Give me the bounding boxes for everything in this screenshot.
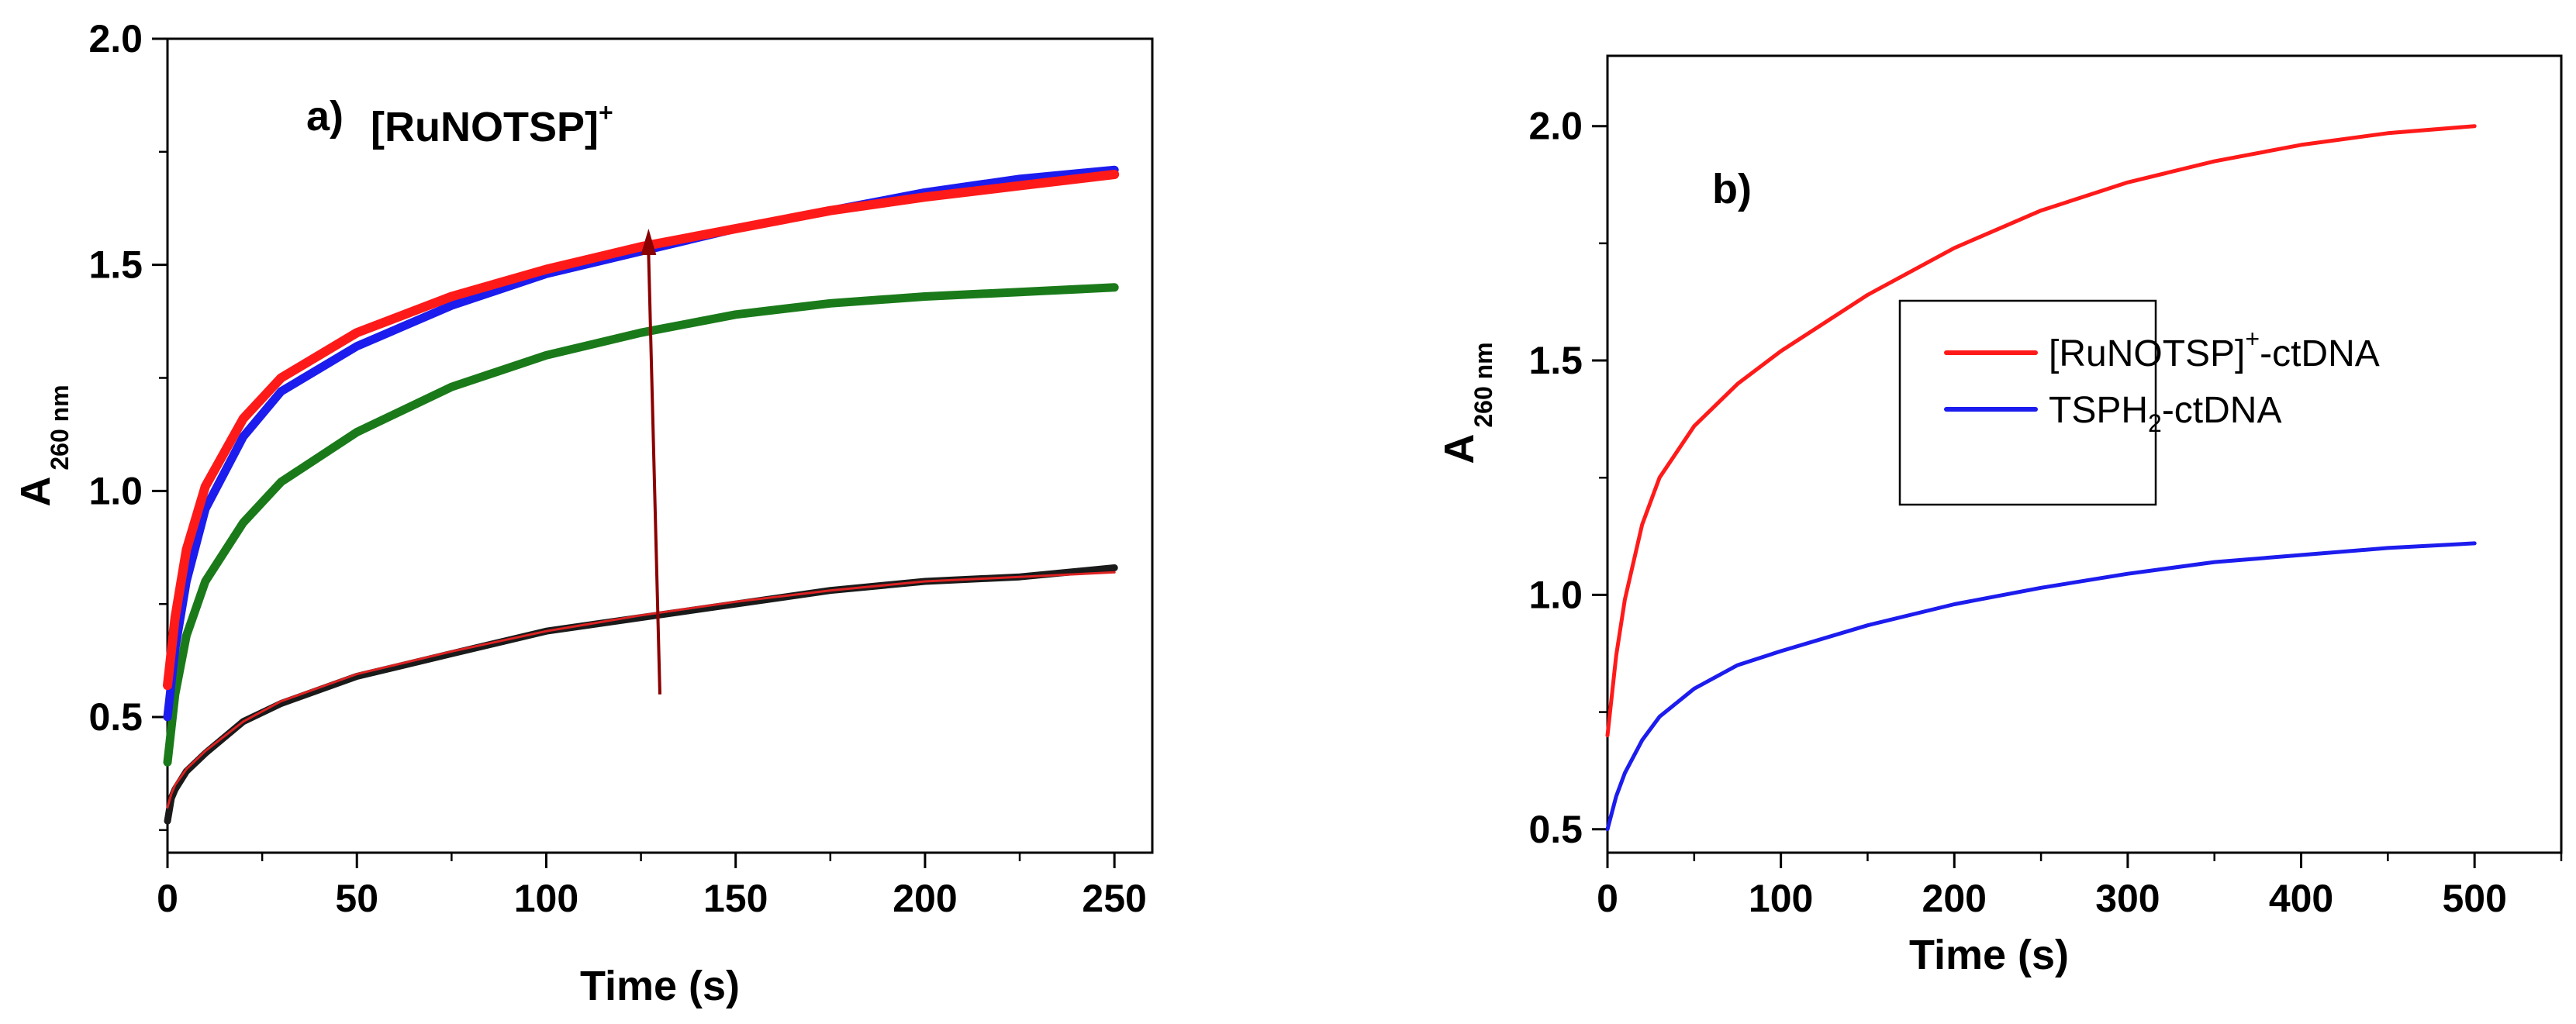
x-tick-label: 150	[703, 877, 768, 920]
legend-b: [RuNOTSP]+-ctDNA TSPH2-ctDNA	[1898, 299, 2380, 506]
series-line-b-tsph2-ctdna	[1605, 541, 2477, 832]
y-tick-label: 0.5	[1528, 808, 1583, 851]
x-tick-label: 50	[335, 877, 378, 920]
plot-frame-a	[166, 37, 1154, 854]
series-group-b	[1605, 124, 2477, 832]
y-tick-label: 1.5	[88, 243, 143, 287]
annotation-a	[641, 229, 661, 695]
y-tick-label: 2.0	[88, 17, 143, 60]
y-axis-title-a: A260 nm	[12, 384, 74, 506]
y-tick-label: 1.5	[1528, 339, 1583, 382]
x-tick-label: 0	[1597, 877, 1618, 920]
panel-b: 0 100 200 300 400 500 0.5 1.0 1.5 2.0 b) Time (s…	[1436, 54, 2563, 978]
x-axis-ticks-b: 0 100 200 300 400 500	[1597, 853, 2563, 920]
series-line-a-black	[164, 564, 1118, 825]
y-axis-title-b: A260 nm	[1436, 342, 1497, 464]
arrow-line	[647, 251, 661, 695]
legend-item-0: [RuNOTSP]+-ctDNA	[2049, 325, 2380, 374]
y-axis-ticks-a: 0.5 1.0 1.5 2.0	[88, 17, 167, 832]
annotation-label: [RuNOTSP]+	[371, 98, 613, 150]
x-tick-label: 300	[2095, 877, 2160, 920]
x-tick-label: 250	[1082, 877, 1146, 920]
x-tick-label: 200	[1922, 877, 1987, 920]
x-axis-ticks-a: 0 50 100 150 200 250	[157, 853, 1147, 920]
y-axis-ticks-b: 0.5 1.0 1.5 2.0	[1528, 105, 1607, 851]
x-axis-title-b: Time (s)	[1909, 932, 2069, 978]
panel-label-b: b)	[1712, 166, 1752, 212]
panel-label-a: a)	[306, 93, 344, 140]
plot-frame-b	[1606, 54, 2563, 854]
y-tick-label: 1.0	[1528, 573, 1583, 616]
y-tick-label: 1.0	[88, 469, 143, 512]
y-tick-label: 2.0	[1528, 105, 1583, 148]
series-line-a-blue	[163, 165, 1119, 722]
x-axis-title-a: Time (s)	[580, 963, 740, 1009]
x-tick-label: 0	[157, 877, 178, 920]
x-tick-label: 100	[1749, 877, 1813, 920]
panel-a: 0 50 100 150 200 250 0.5 1.0 1.5 2.0 a) [RuNOTSP…	[12, 17, 1154, 1009]
x-tick-label: 200	[893, 877, 957, 920]
series-line-b--runotsp-ctdna	[1605, 124, 2477, 738]
series-group-a	[163, 165, 1120, 825]
legend-item-1: TSPH2-ctDNA	[2049, 390, 2281, 437]
y-tick-label: 0.5	[88, 695, 143, 739]
x-tick-label: 100	[514, 877, 578, 920]
series-line-a-fit	[166, 571, 1116, 809]
x-tick-label: 500	[2442, 877, 2506, 920]
x-tick-label: 400	[2269, 877, 2333, 920]
series-line-a-red	[163, 170, 1120, 691]
series-line-a-green	[163, 283, 1119, 767]
arrow-head	[641, 229, 657, 255]
legend-box	[1898, 299, 2157, 506]
